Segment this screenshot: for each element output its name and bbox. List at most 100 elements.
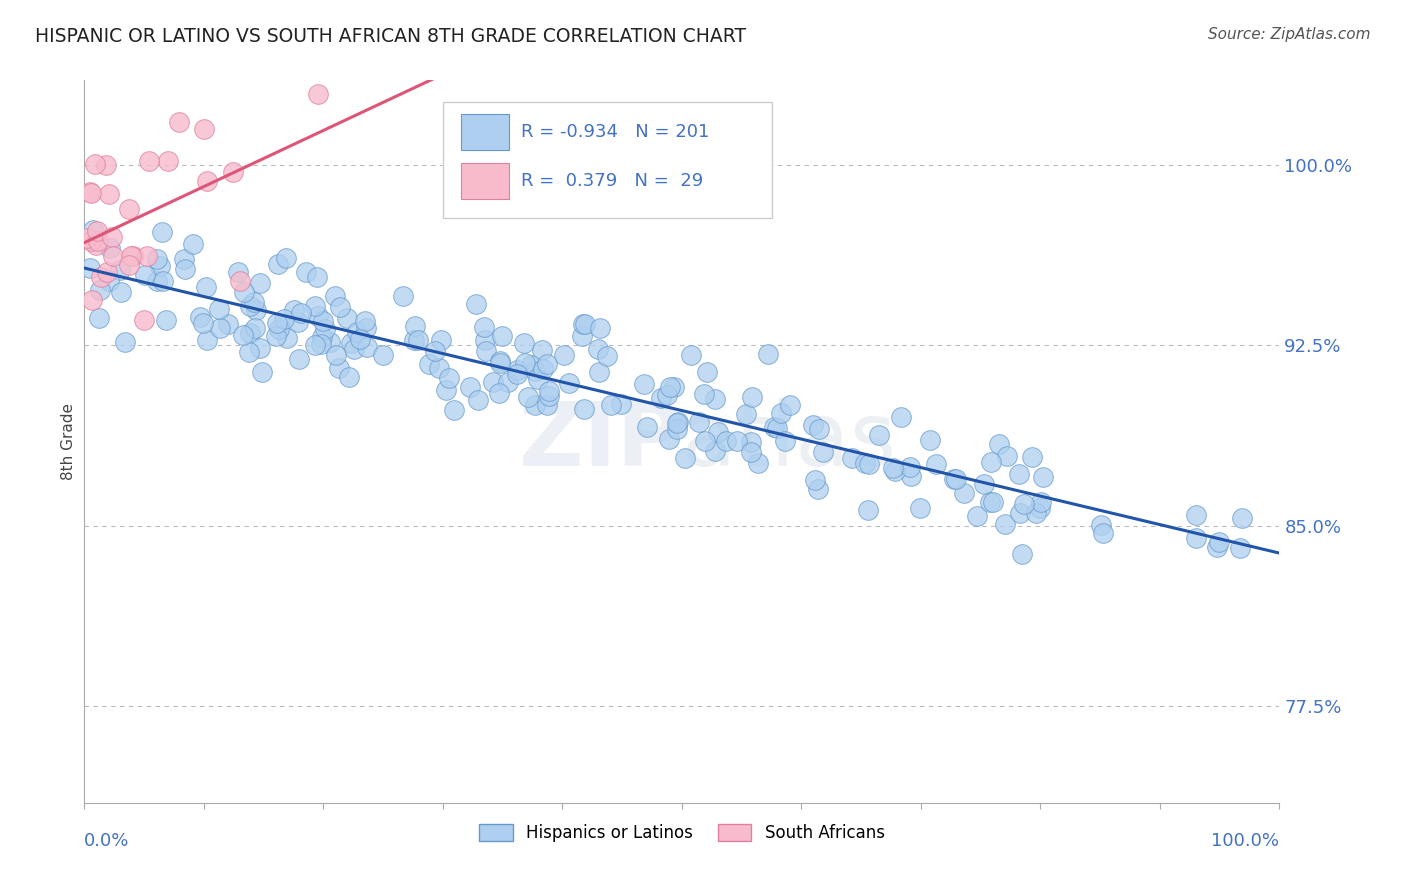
Point — [120, 249, 142, 263]
Y-axis label: 8th Grade: 8th Grade — [60, 403, 76, 480]
Point — [804, 474, 827, 488]
Point — [474, 333, 496, 347]
Point — [86, 224, 108, 238]
Point — [766, 421, 789, 435]
Point — [79, 261, 101, 276]
Text: 0.0%: 0.0% — [84, 831, 129, 850]
Point — [574, 317, 596, 331]
Text: HISPANIC OR LATINO VS SOUTH AFRICAN 8TH GRADE CORRELATION CHART: HISPANIC OR LATINO VS SOUTH AFRICAN 8TH … — [35, 27, 747, 45]
Point — [134, 268, 156, 283]
Point — [89, 283, 111, 297]
Point — [1184, 508, 1206, 522]
Point — [152, 274, 174, 288]
Point — [756, 347, 779, 361]
Point — [249, 341, 271, 355]
Point — [696, 365, 718, 379]
Point — [858, 503, 880, 517]
Point — [173, 252, 195, 267]
Point — [1029, 501, 1052, 516]
Point — [665, 416, 688, 430]
Point — [995, 449, 1018, 463]
Text: ZIP: ZIP — [519, 398, 682, 485]
Point — [94, 158, 117, 172]
Point — [312, 314, 335, 328]
Point — [458, 380, 481, 394]
Point — [337, 370, 360, 384]
Point — [537, 389, 560, 403]
Point — [340, 335, 363, 350]
Point — [553, 348, 575, 362]
Point — [82, 223, 104, 237]
Point — [343, 342, 366, 356]
Point — [439, 370, 461, 384]
Text: R = -0.934   N = 201: R = -0.934 N = 201 — [520, 123, 709, 141]
Point — [101, 249, 124, 263]
Point — [118, 202, 141, 217]
Point — [779, 398, 801, 412]
Point — [531, 362, 554, 376]
Point — [243, 321, 266, 335]
Point — [571, 329, 593, 343]
Point — [195, 333, 218, 347]
Point — [475, 343, 498, 358]
Point — [87, 235, 110, 249]
Point — [1014, 497, 1036, 511]
Point — [650, 391, 672, 405]
Point — [655, 388, 678, 402]
Point — [662, 380, 685, 394]
Point — [537, 384, 560, 398]
Point — [725, 434, 748, 448]
Point — [496, 376, 519, 390]
Point — [807, 482, 830, 496]
Point — [558, 376, 581, 390]
Point — [294, 265, 316, 279]
Point — [110, 285, 132, 299]
Point — [406, 333, 429, 347]
Point — [86, 238, 108, 252]
Point — [572, 402, 595, 417]
Point — [741, 390, 763, 404]
Point — [209, 320, 232, 334]
Point — [530, 343, 553, 357]
Point — [80, 186, 103, 201]
Point — [195, 280, 218, 294]
Point — [76, 230, 98, 244]
Point — [323, 289, 346, 303]
Point — [155, 312, 177, 326]
Point — [858, 457, 880, 471]
Point — [513, 356, 536, 370]
Point — [276, 251, 298, 265]
Point — [488, 385, 510, 400]
Point — [740, 445, 762, 459]
Point — [84, 157, 107, 171]
Point — [693, 434, 716, 449]
Point — [434, 383, 457, 397]
Point — [841, 451, 863, 466]
Point — [512, 336, 534, 351]
FancyBboxPatch shape — [461, 114, 509, 151]
Point — [773, 434, 796, 449]
Point — [238, 345, 260, 359]
Point — [981, 495, 1004, 509]
Point — [108, 263, 131, 277]
Point — [150, 225, 173, 239]
Point — [98, 186, 121, 201]
Point — [706, 425, 728, 439]
Point — [82, 293, 104, 307]
Point — [329, 301, 352, 315]
Point — [807, 422, 830, 436]
Point — [425, 343, 447, 358]
Point — [309, 336, 332, 351]
Point — [524, 398, 547, 412]
Point — [704, 444, 727, 458]
Point — [993, 516, 1015, 531]
Point — [98, 241, 121, 255]
Text: Source: ZipAtlas.com: Source: ZipAtlas.com — [1208, 27, 1371, 42]
Point — [1032, 470, 1054, 484]
Point — [346, 325, 368, 339]
Point — [853, 456, 876, 470]
Point — [404, 318, 426, 333]
Text: 100.0%: 100.0% — [1212, 831, 1279, 850]
Point — [311, 329, 333, 343]
Point — [167, 114, 190, 128]
